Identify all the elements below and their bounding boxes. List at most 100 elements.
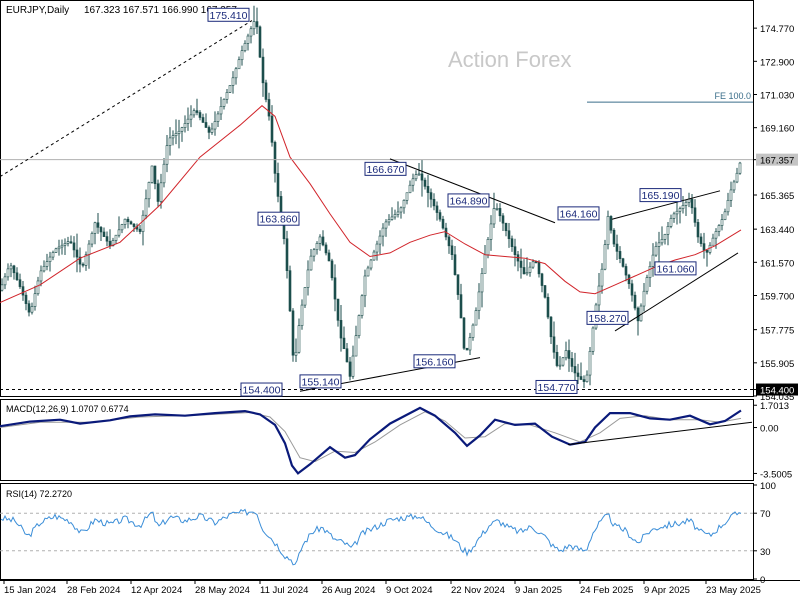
price-candle — [183, 115, 187, 133]
price-candle — [579, 362, 583, 380]
x-tick-label: 9 Apr 2025 — [643, 580, 690, 596]
svg-text:28 May 2024: 28 May 2024 — [195, 585, 250, 596]
svg-text:165.365: 165.365 — [760, 191, 794, 202]
price-candle — [495, 203, 499, 211]
price-candle — [459, 283, 463, 319]
price-candle — [204, 113, 208, 129]
price-candle — [33, 285, 37, 311]
svg-text:15 Jan 2024: 15 Jan 2024 — [4, 585, 56, 596]
svg-text:159.700: 159.700 — [760, 291, 794, 302]
trendline — [614, 252, 739, 332]
price-candle — [609, 215, 613, 234]
price-candle — [357, 314, 361, 339]
price-candle — [348, 356, 352, 381]
price-candle — [666, 221, 670, 246]
price-candle — [21, 281, 25, 301]
price-candle — [216, 111, 220, 127]
price-candle — [339, 305, 343, 352]
price-candle — [555, 344, 559, 368]
rsi-tick-label: 100 — [753, 481, 776, 492]
price-tick-label: 154.400 — [753, 383, 798, 397]
svg-text:30: 30 — [760, 547, 771, 558]
price-candle — [249, 26, 253, 44]
price-candle — [288, 265, 292, 313]
price-candle — [285, 230, 289, 279]
price-candle — [738, 161, 742, 175]
price-candle — [618, 246, 622, 264]
price-candle — [651, 243, 655, 277]
price-candle — [243, 40, 247, 53]
price-candle — [255, 7, 259, 35]
price-candle — [309, 248, 313, 271]
price-candle — [549, 316, 553, 344]
x-axis: 15 Jan 2024 28 Feb 2024 12 Apr 2024 28 May … — [3, 580, 761, 596]
price-candle — [24, 292, 28, 311]
price-tick-label: 159.700 — [753, 291, 794, 302]
price-candle — [18, 273, 22, 289]
price-candle — [54, 247, 58, 253]
price-candle — [558, 356, 562, 370]
price-candle — [453, 245, 457, 276]
price-candle — [636, 306, 640, 336]
macd-panel-frame — [0, 399, 754, 481]
price-candle — [375, 240, 379, 261]
price-tick-label: 169.160 — [753, 124, 794, 135]
price-tick-label: 165.365 — [753, 191, 794, 202]
price-candle — [207, 125, 211, 140]
price-candle — [675, 200, 679, 225]
price-annotation: 166.670 — [364, 161, 407, 176]
svg-text:9 Jan 2025: 9 Jan 2025 — [515, 585, 562, 596]
price-candle — [591, 326, 595, 355]
price-candle — [522, 259, 526, 275]
price-candle — [405, 192, 409, 205]
price-tick-label: 155.905 — [753, 359, 794, 370]
price-candle — [30, 302, 34, 315]
price-candle — [276, 162, 280, 203]
macd-tick-label: -3.5005 — [753, 469, 792, 480]
price-candle — [84, 251, 88, 271]
svg-text:161.060: 161.060 — [657, 263, 695, 275]
price-candle — [510, 235, 514, 252]
price-candle — [234, 67, 238, 85]
price-candle — [324, 242, 328, 256]
price-candle — [90, 231, 94, 248]
svg-text:169.160: 169.160 — [760, 124, 794, 135]
price-candle — [642, 283, 646, 312]
price-candle — [552, 321, 556, 359]
price-candle — [462, 316, 466, 350]
price-candle — [417, 162, 421, 176]
price-candle — [402, 199, 406, 214]
price-candle — [690, 194, 694, 214]
price-candle — [456, 274, 460, 300]
price-candle — [291, 308, 295, 362]
rsi-panel-frame — [0, 483, 754, 580]
price-candle — [141, 210, 145, 246]
price-annotations: 175.410 163.860 166.670 164.890 164.160 165.1… — [207, 7, 697, 397]
price-candle — [351, 345, 355, 379]
price-candle — [246, 33, 250, 51]
rsi-series — [0, 508, 753, 566]
price-candle — [6, 263, 10, 281]
price-candle — [156, 179, 160, 208]
price-candle — [546, 293, 550, 320]
price-candle — [582, 375, 586, 388]
price-annotation: 154.400 — [240, 382, 283, 397]
price-candle — [60, 239, 64, 255]
price-candle — [726, 192, 730, 216]
macd-series — [0, 406, 753, 475]
price-candle — [717, 224, 721, 237]
svg-text:165.190: 165.190 — [642, 190, 680, 202]
price-annotation: 164.160 — [557, 206, 600, 221]
price-candle — [657, 231, 661, 264]
price-candle — [219, 96, 223, 121]
macd-y-axis: 1.7013 0.00 -3.5005 — [753, 401, 792, 480]
price-candle — [672, 211, 676, 223]
price-candle — [573, 352, 577, 384]
price-candle — [381, 223, 385, 247]
price-candle — [15, 267, 19, 282]
price-candle — [345, 343, 349, 363]
price-candle — [465, 347, 469, 351]
price-candle — [441, 215, 445, 230]
price-candle — [66, 236, 70, 247]
price-candle — [723, 208, 727, 221]
